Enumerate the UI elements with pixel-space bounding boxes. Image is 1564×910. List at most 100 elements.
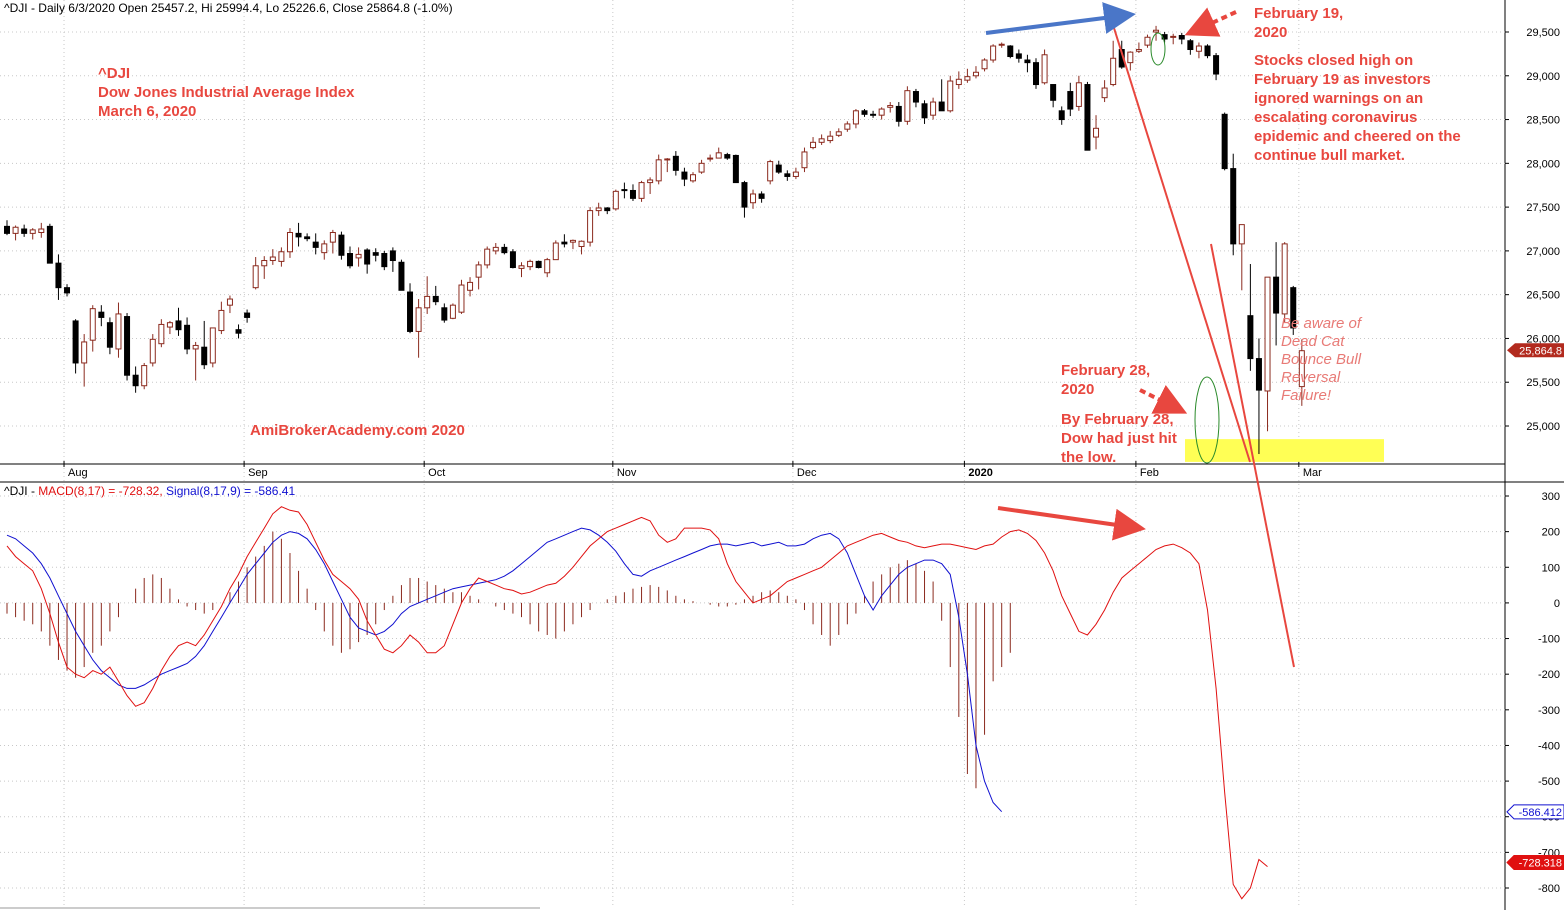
candle — [441, 303, 448, 323]
candle-body — [767, 161, 774, 182]
month-tick-label: Dec — [797, 467, 817, 479]
candle — [1084, 81, 1091, 151]
candle — [89, 305, 96, 352]
price-tick-label: 26,000 — [1526, 333, 1560, 345]
candle-body — [1247, 315, 1254, 360]
candle-body — [1041, 54, 1048, 84]
candle-body — [921, 103, 928, 119]
price-info-header: ^DJI - Daily 6/3/2020 Open 25457.2, Hi 2… — [4, 1, 453, 15]
month-tick-label: Feb — [1140, 467, 1159, 479]
candle-body — [192, 344, 199, 350]
candle — [1015, 49, 1022, 63]
candle — [1170, 33, 1177, 45]
candle — [621, 182, 628, 199]
candle-body — [629, 189, 636, 199]
candle-body — [707, 157, 714, 160]
dead-cat-line-4: Reversal — [1281, 369, 1341, 386]
candle — [1007, 45, 1014, 59]
candle-body — [947, 80, 954, 112]
candle-body — [226, 298, 233, 306]
candle-body — [938, 101, 945, 112]
candle — [1075, 75, 1082, 111]
candle — [321, 240, 328, 260]
candle — [561, 234, 568, 248]
price-tick-label: 29,000 — [1526, 71, 1560, 83]
feb28-text-line-2: Dow had just hit — [1061, 430, 1177, 447]
candle-body — [321, 243, 328, 254]
candle — [1041, 49, 1048, 85]
candle — [1255, 338, 1262, 455]
candle — [647, 177, 654, 194]
candle-body — [432, 295, 439, 303]
candle — [1033, 58, 1039, 89]
candle-body — [544, 259, 551, 274]
candle — [518, 262, 525, 278]
candle — [887, 102, 894, 113]
candle — [895, 102, 902, 127]
candle-body — [201, 346, 208, 366]
candle-body — [724, 154, 731, 159]
candle — [1230, 153, 1237, 256]
candle-body — [1007, 45, 1014, 58]
candle-body — [1033, 62, 1039, 86]
candle-body — [1153, 29, 1160, 33]
feb19-text-line-6: continue bull market. — [1254, 147, 1405, 164]
signal-line — [6, 527, 1003, 813]
candle-body — [1067, 91, 1074, 110]
macd-tick-label: 300 — [1542, 491, 1560, 503]
candle-body — [38, 228, 45, 234]
candle-body — [149, 338, 156, 364]
candle-body — [1281, 243, 1288, 315]
candle — [801, 147, 808, 173]
candle — [329, 229, 336, 254]
candle — [398, 259, 405, 291]
month-tick-label: Aug — [68, 467, 88, 479]
candle — [132, 366, 139, 393]
candle — [1204, 44, 1211, 59]
candle-body — [458, 284, 465, 313]
candle — [509, 249, 516, 269]
candle-body — [12, 226, 19, 234]
candle — [775, 160, 782, 174]
downtrend-line-2 — [1210, 243, 1295, 668]
candle — [475, 261, 482, 290]
macd-tick-label: -100 — [1538, 634, 1560, 646]
candle — [835, 128, 842, 138]
candle-body — [1178, 35, 1185, 40]
candle-body — [741, 182, 748, 208]
candle-body — [990, 45, 997, 61]
candle-body — [72, 320, 79, 364]
candle — [21, 224, 28, 237]
candle — [1024, 54, 1031, 73]
candle-body — [638, 182, 645, 199]
candle-body — [527, 260, 534, 268]
candle-body — [801, 151, 808, 169]
candle — [612, 189, 619, 211]
candle-body — [681, 171, 688, 180]
feb28-title: February 28, 2020 — [1061, 361, 1150, 399]
candle — [1298, 339, 1305, 406]
candle-body — [870, 113, 877, 116]
month-tick-label: Nov — [617, 467, 637, 479]
title-line-3: March 6, 2020 — [98, 103, 197, 120]
candle — [587, 207, 594, 247]
candle-body — [784, 173, 791, 177]
dead-cat-line-5: Failure! — [1281, 387, 1332, 404]
candle-body — [1075, 82, 1082, 107]
candle-body — [595, 207, 602, 212]
candle-body — [647, 179, 654, 184]
macd-value-tag-label: -728.318 — [1519, 857, 1562, 869]
macd-tick-label: -500 — [1538, 776, 1560, 788]
candle-body — [209, 327, 216, 364]
candle — [990, 44, 997, 63]
candle-body — [4, 225, 10, 234]
candle-body — [912, 91, 919, 103]
signal-label: Signal(8,17,9) = -586.41 — [166, 484, 296, 498]
candle-body — [46, 225, 53, 264]
candle — [389, 247, 396, 272]
candle-body — [467, 281, 474, 291]
candle — [1221, 112, 1228, 171]
price-tick-label: 27,500 — [1526, 202, 1560, 214]
macd-value-tag — [1506, 854, 1564, 870]
candle — [767, 159, 774, 185]
